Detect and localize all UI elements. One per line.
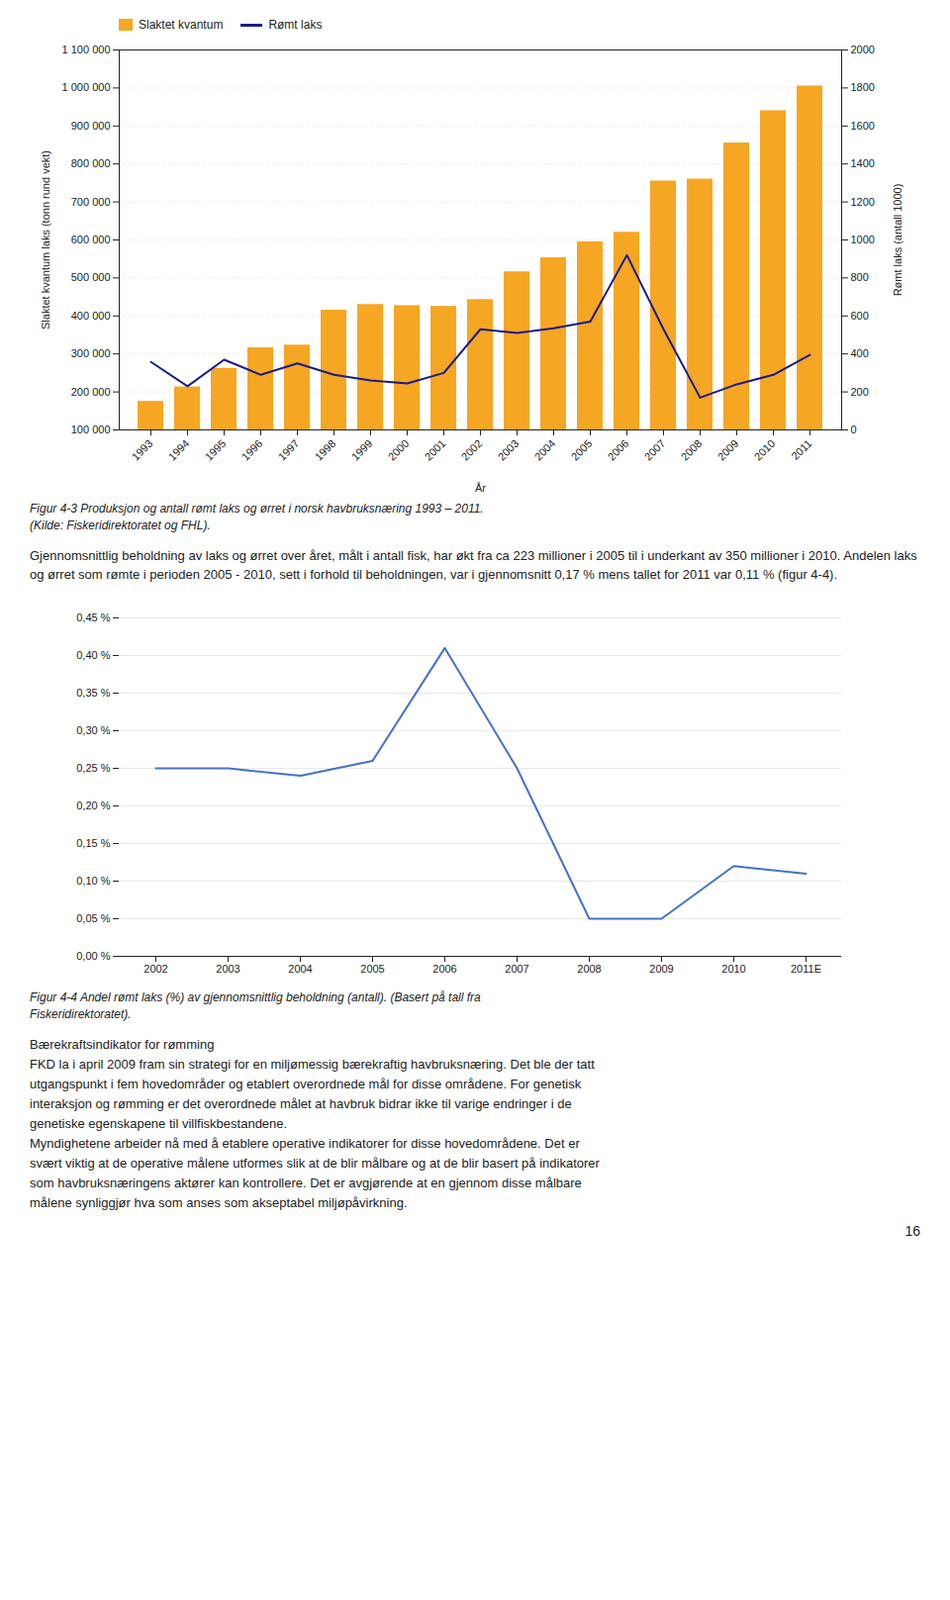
svg-text:100 000: 100 000 (71, 423, 111, 436)
svg-text:0,30 %: 0,30 % (76, 724, 110, 737)
html-text:Figur 4-3 Produksjon og antall: Figur 4-3 Produksjon og antall rømt laks… (29, 501, 484, 516)
html-text:svært viktig at de operative m: svært viktig at de operative målene utfo… (29, 1155, 600, 1171)
html-text:genetiske egenskapene til vill: genetiske egenskapene til villfiskbestan… (29, 1116, 288, 1132)
svg-text:500 000: 500 000 (71, 271, 111, 284)
svg-text:1 100 000: 1 100 000 (62, 43, 111, 56)
svg-text:0,40 %: 0,40 % (76, 649, 110, 662)
svg-text:2003: 2003 (495, 437, 522, 464)
svg-text:2009: 2009 (715, 437, 742, 464)
html-text:interaksjon og rømming er det: interaksjon og rømming er det overordned… (29, 1096, 572, 1112)
svg-text:2000: 2000 (851, 43, 875, 56)
svg-text:2009: 2009 (649, 962, 673, 975)
html-text:som havbruksnæringens aktører: som havbruksnæringens aktører kan kontro… (29, 1175, 582, 1191)
svg-text:700 000: 700 000 (71, 195, 111, 208)
svg-text:300 000: 300 000 (71, 347, 111, 360)
svg-text:0,45 %: 0,45 % (76, 611, 110, 624)
html-text:16: 16 (904, 1223, 921, 1239)
svg-text:1 000 000: 1 000 000 (62, 81, 111, 94)
html-text:Myndighetene arbeider nå med å: Myndighetene arbeider nå med å etablere … (29, 1136, 580, 1151)
html-text:Fiskeridirektoratet).: Fiskeridirektoratet). (29, 1007, 132, 1022)
svg-text:2007: 2007 (504, 962, 529, 975)
svg-text:2004: 2004 (532, 437, 559, 464)
html-text:utgangspunkt i fem hovedområde: utgangspunkt i fem hovedområder og etabl… (29, 1076, 582, 1092)
svg-text:800: 800 (851, 271, 869, 284)
svg-text:800 000: 800 000 (71, 157, 111, 170)
html-text:FKD la i april 2009 fram sin s: FKD la i april 2009 fram sin strategi fo… (29, 1056, 595, 1072)
svg-text:1000: 1000 (851, 233, 875, 246)
svg-text:1997: 1997 (276, 437, 302, 464)
svg-text:2008: 2008 (678, 437, 705, 464)
html-text:Gjennomsnittlig beholdning av: Gjennomsnittlig beholdning av laks og ør… (29, 548, 918, 582)
html-text:Bærekraftsindikator for rømmin: Bærekraftsindikator for rømming (29, 1037, 215, 1052)
html-text:(Kilde: Fiskeridirektoratet og: (Kilde: Fiskeridirektoratet og FHL). (29, 518, 211, 533)
svg-text:1999: 1999 (349, 437, 376, 464)
svg-text:2007: 2007 (642, 437, 668, 464)
svg-text:1600: 1600 (851, 119, 875, 132)
svg-text:2006: 2006 (432, 962, 457, 975)
svg-text:600 000: 600 000 (71, 233, 111, 246)
html-text:Figur 4-4 Andel rømt laks (%): Figur 4-4 Andel rømt laks (%) av gjennom… (29, 990, 481, 1005)
svg-text:1994: 1994 (166, 437, 192, 464)
svg-text:2002: 2002 (459, 437, 485, 464)
svg-text:1800: 1800 (851, 81, 875, 94)
html-text:Slaktet kvantum: Slaktet kvantum (138, 17, 224, 32)
svg-text:2005: 2005 (569, 437, 595, 464)
svg-text:400: 400 (851, 347, 869, 360)
svg-text:0,35 %: 0,35 % (76, 686, 110, 699)
svg-text:0,20 %: 0,20 % (76, 799, 110, 812)
svg-text:200: 200 (851, 385, 869, 398)
svg-text:2011E: 2011E (790, 962, 822, 975)
svg-text:2002: 2002 (143, 962, 168, 975)
svg-text:0,15 %: 0,15 % (76, 837, 110, 850)
svg-text:1400: 1400 (851, 157, 875, 170)
svg-text:200 000: 200 000 (71, 385, 111, 398)
svg-text:1200: 1200 (851, 195, 875, 208)
svg-text:2008: 2008 (576, 962, 601, 975)
svg-text:2005: 2005 (360, 962, 384, 975)
svg-text:Slaktet kvantum laks (tonn run: Slaktet kvantum laks (tonn rund vekt) (39, 150, 52, 330)
svg-text:2010: 2010 (752, 437, 778, 464)
svg-text:900 000: 900 000 (71, 119, 111, 132)
svg-text:0: 0 (851, 423, 857, 436)
svg-text:1996: 1996 (239, 437, 266, 464)
svg-text:600: 600 (851, 309, 869, 322)
svg-text:0,10 %: 0,10 % (76, 874, 110, 887)
svg-text:2006: 2006 (605, 437, 632, 464)
svg-text:1998: 1998 (312, 437, 339, 464)
svg-text:2010: 2010 (721, 962, 746, 975)
svg-text:År: År (475, 481, 486, 494)
svg-text:Rømt laks (antall 1000): Rømt laks (antall 1000) (891, 184, 904, 297)
html-text:målene synliggjør hva som anse: målene synliggjør hva som anses som akse… (29, 1195, 408, 1211)
svg-text:2011: 2011 (788, 437, 814, 463)
svg-text:0,05 %: 0,05 % (76, 912, 110, 925)
svg-text:2004: 2004 (287, 962, 312, 975)
html-text:Rømt laks: Rømt laks (268, 17, 323, 32)
svg-text:2003: 2003 (215, 962, 240, 975)
svg-text:1995: 1995 (202, 437, 229, 464)
svg-text:0,00 %: 0,00 % (76, 950, 110, 962)
svg-text:1993: 1993 (129, 437, 156, 464)
svg-text:0,25 %: 0,25 % (76, 761, 110, 774)
svg-text:2001: 2001 (422, 437, 449, 464)
svg-text:2000: 2000 (385, 437, 412, 464)
svg-text:400 000: 400 000 (71, 309, 111, 322)
